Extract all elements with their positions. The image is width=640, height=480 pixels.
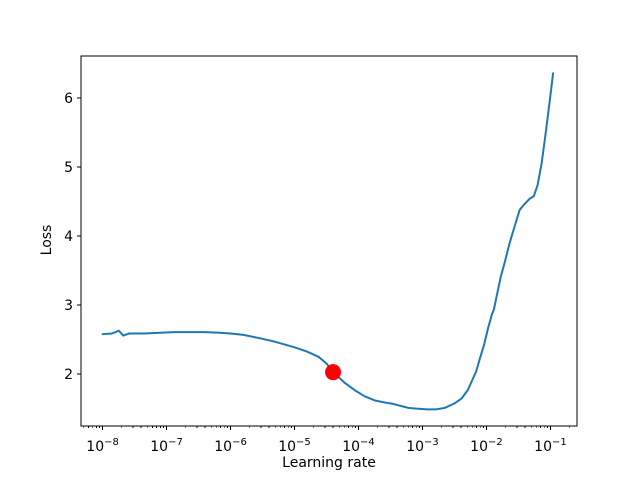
x-tick-label: 10−7 (150, 437, 183, 455)
x-tick-label: 10−3 (406, 437, 439, 455)
x-tick-label: 10−4 (342, 437, 375, 455)
x-axis-label: Learning rate (282, 455, 376, 471)
y-tick-label: 4 (64, 229, 73, 245)
x-tick-label: 10−1 (534, 437, 567, 455)
x-tick-label: 10−5 (278, 437, 311, 455)
x-tick-label: 10−8 (86, 437, 119, 455)
y-tick-label: 3 (64, 298, 73, 314)
y-axis-label: Loss (39, 224, 55, 256)
y-tick-label: 2 (64, 367, 73, 383)
axes-frame (80, 55, 578, 427)
x-tick-label: 10−6 (214, 437, 247, 455)
x-tick-label: 10−2 (470, 437, 503, 455)
y-tick-label: 6 (64, 91, 73, 107)
suggested-lr-marker (325, 364, 342, 381)
y-tick-label: 5 (64, 160, 73, 176)
loss-curve (101, 72, 555, 411)
